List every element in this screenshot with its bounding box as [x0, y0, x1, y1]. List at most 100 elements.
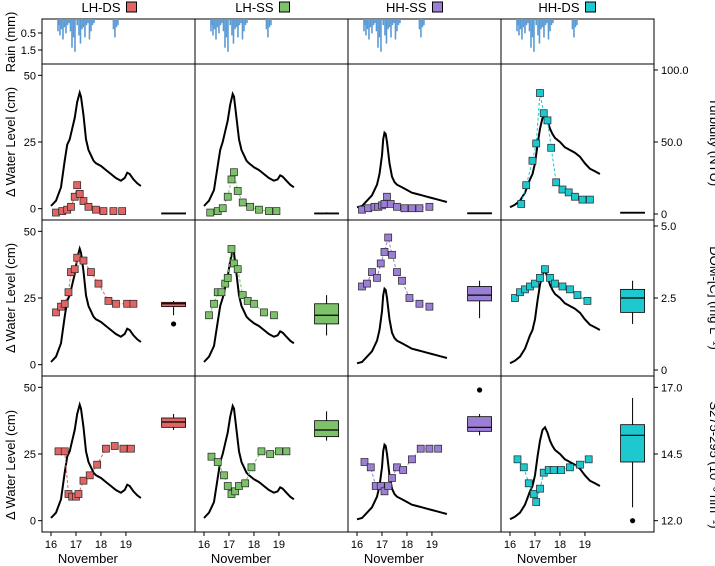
- slope-point: [110, 442, 119, 450]
- slope-point: [257, 447, 266, 456]
- dom-point: [566, 285, 574, 294]
- dom-point: [376, 259, 385, 268]
- slope-point: [532, 498, 541, 506]
- water-level-tick-label: 50: [24, 226, 36, 238]
- dom-panel-lh-ds: [41, 219, 196, 377]
- turbidity-tick-label: 50.0: [661, 137, 682, 149]
- slope-point: [119, 444, 128, 453]
- slope-point: [513, 455, 522, 464]
- legend-label-lh-ds: LH-DS: [81, 0, 120, 15]
- dom-point: [112, 299, 120, 308]
- turbidity-point: [415, 204, 424, 213]
- turbidity-point: [227, 175, 236, 184]
- slope-point: [266, 450, 275, 458]
- dom-point: [52, 308, 60, 317]
- box-outlier: [476, 387, 483, 393]
- legend-label-lh-ss: LH-SS: [235, 0, 274, 15]
- dom-point: [217, 288, 226, 297]
- dom-point: [405, 294, 414, 302]
- rain-tick-label: 0.5: [21, 28, 36, 40]
- x-axis-label: November: [517, 551, 578, 566]
- dom-point: [227, 245, 236, 253]
- water-level-tick-label: 25: [24, 293, 36, 305]
- slope-point: [85, 471, 94, 480]
- slope-panel-hh-ss: [347, 375, 502, 533]
- slope-point: [399, 466, 408, 474]
- water-level-line: [203, 247, 295, 363]
- water-level-line: [203, 403, 295, 519]
- turbidity-tick-label: 100.0: [661, 65, 689, 77]
- turbidity-point: [246, 202, 255, 211]
- slope-point: [524, 479, 533, 488]
- x-axis-label: November: [58, 551, 119, 566]
- water-level-line: [356, 286, 448, 365]
- slope-point: [366, 463, 375, 472]
- dom-point: [536, 273, 544, 282]
- dom-point: [250, 299, 258, 308]
- x-tick-label: 18: [248, 539, 260, 551]
- x-axis-label: November: [211, 551, 272, 566]
- turbidity-point: [265, 207, 273, 215]
- turbidity-point: [425, 202, 434, 211]
- turbidity-point: [532, 139, 541, 148]
- x-tick-label: 18: [401, 539, 413, 551]
- x-tick-label: 17: [70, 539, 82, 551]
- turbidity-point: [536, 89, 544, 97]
- slope-point: [207, 452, 216, 461]
- turbidity-point: [564, 188, 573, 197]
- turbidity-point: [578, 195, 587, 204]
- axis-labels: Rain (mm) Δ Water Level (cm) Δ Water Lev…: [3, 12, 715, 529]
- dom-point: [388, 250, 396, 259]
- water-level-tick-label: 25: [24, 449, 36, 461]
- slope-panel-lh-ds: [41, 375, 196, 533]
- turbidity-point: [517, 200, 526, 208]
- dom-point: [210, 299, 218, 308]
- turbidity-point: [528, 156, 537, 165]
- turbidity-point: [393, 202, 401, 211]
- dom-point: [398, 276, 406, 285]
- dom-point: [270, 311, 278, 320]
- dom-point: [94, 279, 103, 288]
- legend-swatch-lh-ss: [279, 1, 290, 13]
- slope-point: [408, 455, 416, 464]
- slope-point: [247, 463, 256, 472]
- slope-point: [434, 444, 443, 453]
- slope-point: [223, 482, 232, 490]
- dom-point: [368, 268, 376, 276]
- x-tick-label: 18: [554, 539, 566, 551]
- turbidity-point: [408, 204, 416, 213]
- slope-point: [576, 460, 584, 469]
- dom-point: [238, 291, 247, 299]
- turbidity-point: [75, 189, 84, 198]
- slope-point: [566, 463, 574, 472]
- slope-panel-hh-ds: [500, 375, 655, 533]
- slope-point: [388, 474, 396, 482]
- water-level-tick-label: 50: [24, 70, 36, 82]
- legend-row: LH-DS LH-SS HH-SS HH-DS: [81, 0, 596, 15]
- slope-point: [102, 444, 110, 453]
- turbidity-point: [223, 192, 232, 201]
- legend-label-hh-ds: HH-DS: [538, 0, 579, 15]
- turbidity-point: [230, 168, 238, 177]
- turbidity-point: [84, 202, 93, 211]
- x-axis-label: November: [364, 551, 425, 566]
- slope-point: [60, 447, 69, 456]
- dom-point: [104, 297, 113, 305]
- box-body: [161, 301, 186, 308]
- slope-point: [93, 460, 102, 469]
- turbidity-point: [522, 181, 531, 190]
- water-level-tick-label: 0: [30, 360, 36, 372]
- dom-tick-label: 2.5: [661, 293, 676, 305]
- rain-tick-label: 1.5: [21, 45, 36, 57]
- dom-point: [373, 273, 381, 282]
- turbidity-axis-label: Turbidity (NTU): [707, 98, 715, 186]
- rain-panel-hh-ds: [500, 18, 655, 65]
- rain-axis-label: Rain (mm): [3, 12, 18, 73]
- dom-tick-label: 5.0: [661, 221, 676, 233]
- turbidity-point: [99, 207, 108, 215]
- dom-point: [380, 248, 389, 256]
- dom-point: [79, 256, 88, 265]
- legend-label-hh-ss: HH-SS: [386, 0, 427, 15]
- box-body: [467, 286, 492, 302]
- dom-point: [511, 294, 519, 302]
